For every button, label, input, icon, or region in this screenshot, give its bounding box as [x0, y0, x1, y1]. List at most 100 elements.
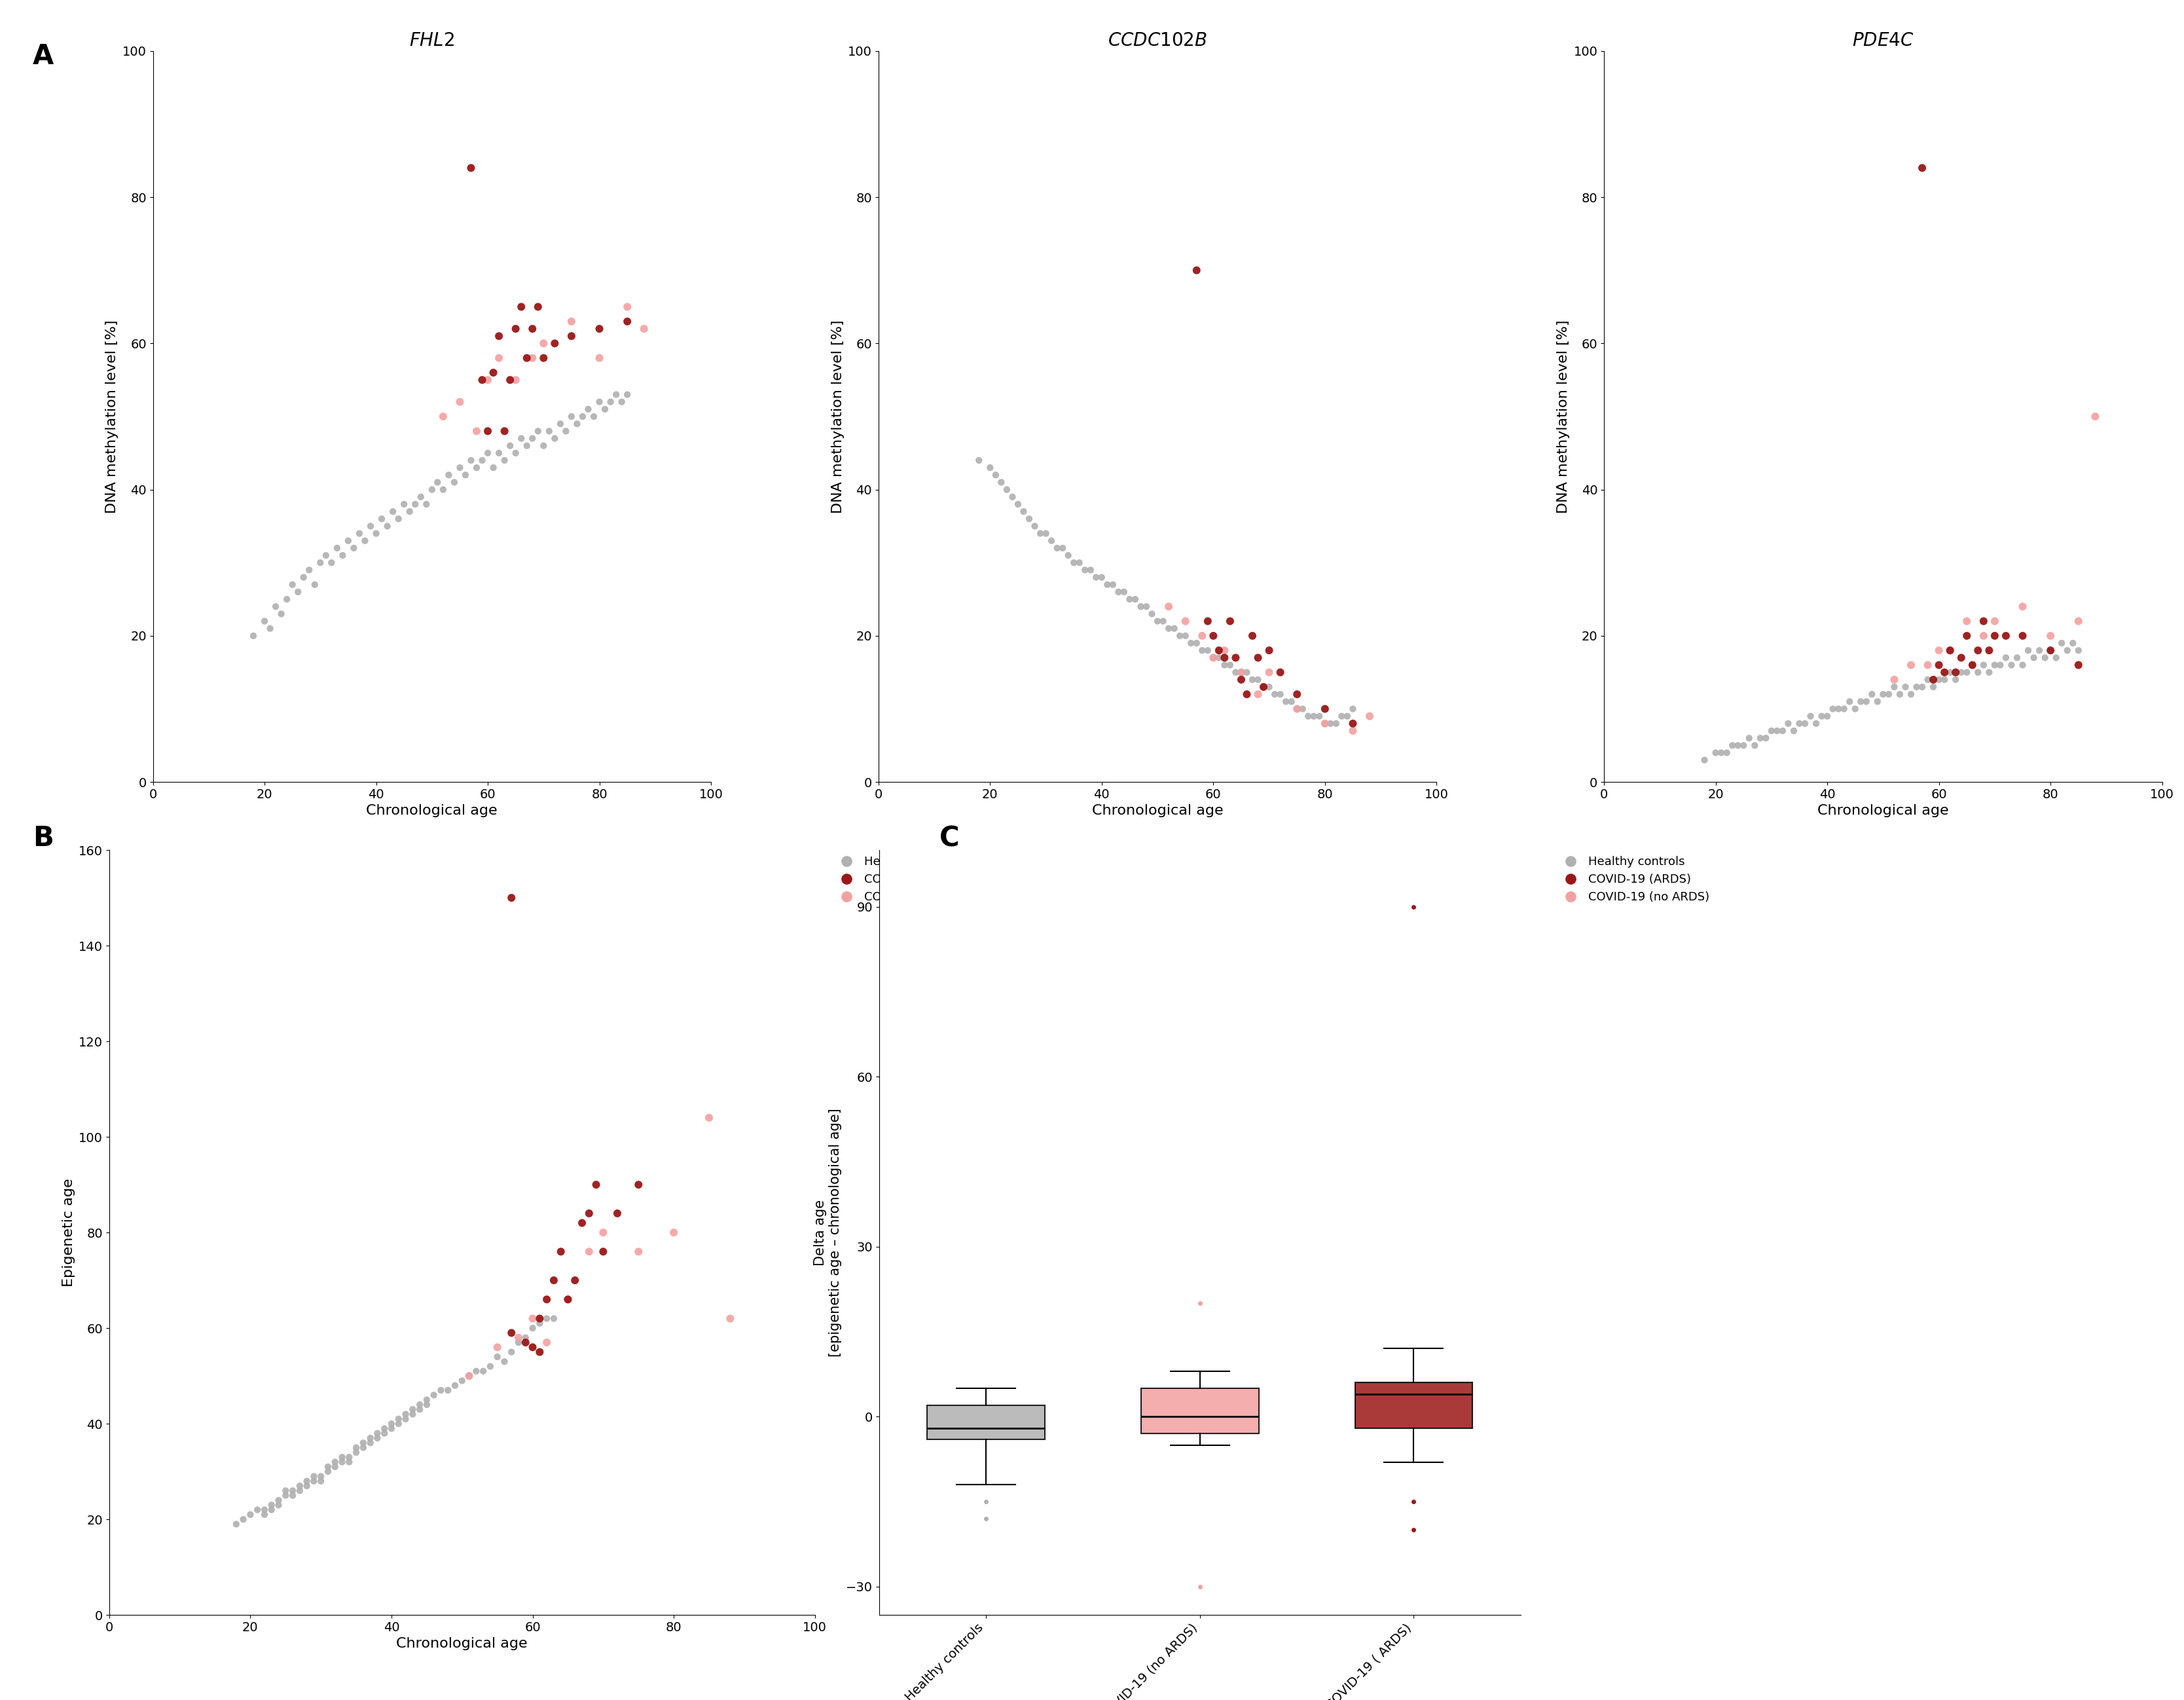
Point — [426, 476, 461, 503]
Point — [1955, 651, 1990, 678]
Point — [1854, 680, 1889, 707]
Point — [1179, 257, 1214, 284]
Point — [297, 1462, 332, 1489]
Point — [330, 527, 365, 554]
Point — [555, 323, 590, 350]
Point — [1749, 724, 1784, 751]
Point — [1234, 622, 1269, 649]
Point — [1168, 622, 1203, 649]
Point — [234, 1501, 269, 1528]
Point — [1208, 638, 1243, 665]
Point — [1101, 578, 1136, 605]
Point — [529, 1285, 563, 1312]
Point — [1894, 680, 1928, 707]
Point — [978, 461, 1013, 488]
Point — [465, 1358, 500, 1385]
Point — [1219, 644, 1254, 672]
Point — [347, 527, 382, 554]
Point — [317, 1454, 352, 1481]
Point — [253, 1496, 288, 1523]
Point — [1815, 695, 1850, 722]
Point — [1793, 702, 1828, 729]
Point — [2001, 644, 2035, 672]
Point — [1915, 673, 1950, 700]
Point — [1883, 680, 1918, 707]
Point — [1308, 711, 1343, 738]
Point — [288, 1472, 323, 1499]
Point — [1284, 695, 1319, 722]
Point — [1033, 527, 1068, 554]
Point — [402, 1391, 437, 1418]
Point — [452, 1362, 487, 1389]
Point — [1251, 638, 1286, 665]
Point — [1319, 711, 1354, 738]
Point — [1887, 673, 1922, 700]
Point — [1151, 593, 1186, 620]
Point — [282, 1472, 317, 1499]
Point — [1151, 615, 1186, 643]
Point — [605, 388, 640, 415]
Point — [1800, 711, 1835, 738]
Point — [983, 469, 1018, 496]
Point — [262, 1486, 297, 1515]
Point — [1212, 651, 1247, 678]
Point — [314, 549, 349, 576]
Point — [550, 1285, 585, 1312]
Point — [1184, 638, 1219, 665]
Point — [373, 1411, 408, 1438]
Point — [1230, 658, 1265, 685]
Point — [310, 1454, 345, 1481]
PathPatch shape — [1140, 1389, 1258, 1433]
Point — [402, 1396, 437, 1423]
Point — [1843, 688, 1878, 716]
Title: $\it{CCDC102B}$: $\it{CCDC102B}$ — [1107, 31, 1208, 49]
Point — [594, 388, 629, 415]
Point — [465, 447, 500, 474]
Point — [620, 1171, 655, 1198]
Point — [365, 505, 400, 532]
Point — [1922, 651, 1957, 678]
Point — [1894, 651, 1928, 678]
Point — [1241, 680, 1275, 707]
Point — [529, 1329, 563, 1357]
Point — [2062, 638, 2097, 665]
Point — [1760, 717, 1795, 745]
Point — [253, 1491, 288, 1518]
Point — [1046, 534, 1081, 561]
Point — [1140, 607, 1175, 634]
Point — [2033, 622, 2068, 649]
Point — [1197, 644, 1232, 672]
Point — [1269, 688, 1304, 716]
Point — [1983, 651, 2018, 678]
Point — [480, 345, 515, 372]
Point — [487, 418, 522, 445]
Point — [585, 1238, 620, 1265]
Point — [288, 1467, 323, 1494]
Point — [544, 410, 579, 437]
Point — [1771, 711, 1806, 738]
Point — [1904, 673, 1939, 700]
Point — [253, 615, 288, 643]
Point — [443, 454, 478, 481]
Point — [1944, 658, 1979, 685]
Point — [509, 345, 544, 372]
Point — [380, 1406, 415, 1433]
Point — [389, 1401, 424, 1428]
Point — [1961, 638, 1996, 665]
Point — [1699, 740, 1734, 767]
Point — [515, 1306, 550, 1333]
Point — [262, 1491, 297, 1518]
Point — [1826, 695, 1861, 722]
Point — [480, 439, 515, 466]
Point — [609, 292, 644, 320]
Point — [1308, 711, 1343, 738]
Point — [972, 454, 1007, 481]
Point — [408, 491, 443, 518]
Point — [1241, 644, 1275, 672]
Point — [494, 1319, 529, 1346]
Point — [522, 1338, 557, 1365]
Point — [1933, 658, 1968, 685]
Point — [1714, 731, 1749, 758]
Point — [269, 1477, 304, 1504]
Point — [360, 1419, 395, 1447]
